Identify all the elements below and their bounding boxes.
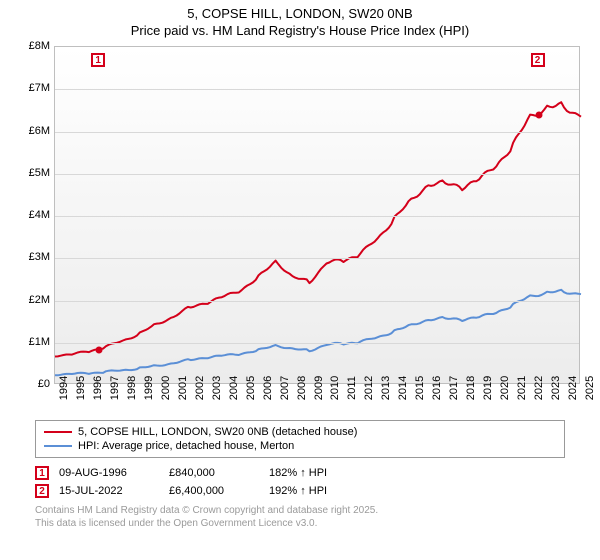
marker-box: 1 xyxy=(91,53,105,67)
y-tick-label: £7M xyxy=(29,82,50,94)
chart-container: 5, COPSE HILL, LONDON, SW20 0NB Price pa… xyxy=(0,0,600,560)
marker-dot-icon xyxy=(96,346,103,353)
series-line xyxy=(55,102,581,356)
chart-title: 5, COPSE HILL, LONDON, SW20 0NB xyxy=(187,6,412,21)
data-pct: 192% ↑ HPI xyxy=(269,485,379,497)
x-tick-label: 2002 xyxy=(194,376,206,400)
x-tick-label: 1997 xyxy=(109,376,121,400)
y-tick-label: £4M xyxy=(29,209,50,221)
series-line xyxy=(55,290,581,376)
y-tick-label: £0 xyxy=(38,378,50,390)
x-tick-label: 2007 xyxy=(279,376,291,400)
data-price: £840,000 xyxy=(169,467,259,479)
x-tick-label: 2014 xyxy=(397,376,409,400)
x-tick-label: 2003 xyxy=(211,376,223,400)
data-date: 09-AUG-1996 xyxy=(59,467,159,479)
x-tick-label: 2000 xyxy=(160,376,172,400)
x-tick-label: 2020 xyxy=(499,376,511,400)
x-tick-label: 1996 xyxy=(92,376,104,400)
data-marker-icon: 1 xyxy=(35,466,49,480)
x-tick-label: 2019 xyxy=(482,376,494,400)
chart-subtitle: Price paid vs. HM Land Registry's House … xyxy=(131,23,469,38)
data-date: 15-JUL-2022 xyxy=(59,485,159,497)
plot-area: 12 xyxy=(54,46,580,384)
x-tick-label: 2018 xyxy=(465,376,477,400)
x-tick-label: 2009 xyxy=(313,376,325,400)
x-tick-label: 2005 xyxy=(245,376,257,400)
x-tick-label: 2017 xyxy=(448,376,460,400)
x-tick-label: 2006 xyxy=(262,376,274,400)
legend-row: HPI: Average price, detached house, Mert… xyxy=(44,439,556,453)
legend-swatch-icon xyxy=(44,431,72,433)
data-pct: 182% ↑ HPI xyxy=(269,467,379,479)
data-point-row: 2 15-JUL-2022 £6,400,000 192% ↑ HPI xyxy=(35,482,565,500)
x-tick-label: 2004 xyxy=(228,376,240,400)
x-tick-label: 1998 xyxy=(126,376,138,400)
x-tick-label: 2010 xyxy=(329,376,341,400)
legend-label: 5, COPSE HILL, LONDON, SW20 0NB (detache… xyxy=(78,426,357,438)
y-tick-label: £5M xyxy=(29,167,50,179)
marker-box: 2 xyxy=(531,53,545,67)
data-marker-icon: 2 xyxy=(35,484,49,498)
y-tick-label: £2M xyxy=(29,294,50,306)
x-tick-label: 2012 xyxy=(363,376,375,400)
y-tick-label: £3M xyxy=(29,251,50,263)
data-point-row: 1 09-AUG-1996 £840,000 182% ↑ HPI xyxy=(35,464,565,482)
legend-area: 5, COPSE HILL, LONDON, SW20 0NB (detache… xyxy=(35,420,565,500)
x-tick-label: 2013 xyxy=(380,376,392,400)
x-tick-label: 2021 xyxy=(516,376,528,400)
attribution: Contains HM Land Registry data © Crown c… xyxy=(35,504,565,530)
x-axis: 1994199519961997199819992000200120022003… xyxy=(54,384,580,416)
x-tick-label: 2022 xyxy=(533,376,545,400)
x-tick-label: 2008 xyxy=(296,376,308,400)
attribution-line: Contains HM Land Registry data © Crown c… xyxy=(35,504,565,517)
attribution-line: This data is licensed under the Open Gov… xyxy=(35,517,565,530)
y-tick-label: £1M xyxy=(29,336,50,348)
data-point-table: 1 09-AUG-1996 £840,000 182% ↑ HPI 2 15-J… xyxy=(35,464,565,500)
x-tick-label: 2001 xyxy=(177,376,189,400)
data-price: £6,400,000 xyxy=(169,485,259,497)
x-tick-label: 2025 xyxy=(584,376,596,400)
x-tick-label: 2016 xyxy=(431,376,443,400)
x-tick-label: 2011 xyxy=(346,376,358,400)
marker-dot-icon xyxy=(535,111,542,118)
legend-swatch-icon xyxy=(44,445,72,447)
x-tick-label: 1995 xyxy=(75,376,87,400)
legend-box: 5, COPSE HILL, LONDON, SW20 0NB (detache… xyxy=(35,420,565,458)
x-tick-label: 2024 xyxy=(567,376,579,400)
plot-wrapper: £0£1M£2M£3M£4M£5M£6M£7M£8M 12 1994199519… xyxy=(16,46,584,416)
y-tick-label: £8M xyxy=(29,40,50,52)
legend-row: 5, COPSE HILL, LONDON, SW20 0NB (detache… xyxy=(44,425,556,439)
x-tick-label: 1994 xyxy=(58,376,70,400)
legend-label: HPI: Average price, detached house, Mert… xyxy=(78,440,294,452)
x-tick-label: 2023 xyxy=(550,376,562,400)
x-tick-label: 1999 xyxy=(143,376,155,400)
x-tick-label: 2015 xyxy=(414,376,426,400)
y-axis: £0£1M£2M£3M£4M£5M£6M£7M£8M xyxy=(16,46,54,384)
y-tick-label: £6M xyxy=(29,125,50,137)
